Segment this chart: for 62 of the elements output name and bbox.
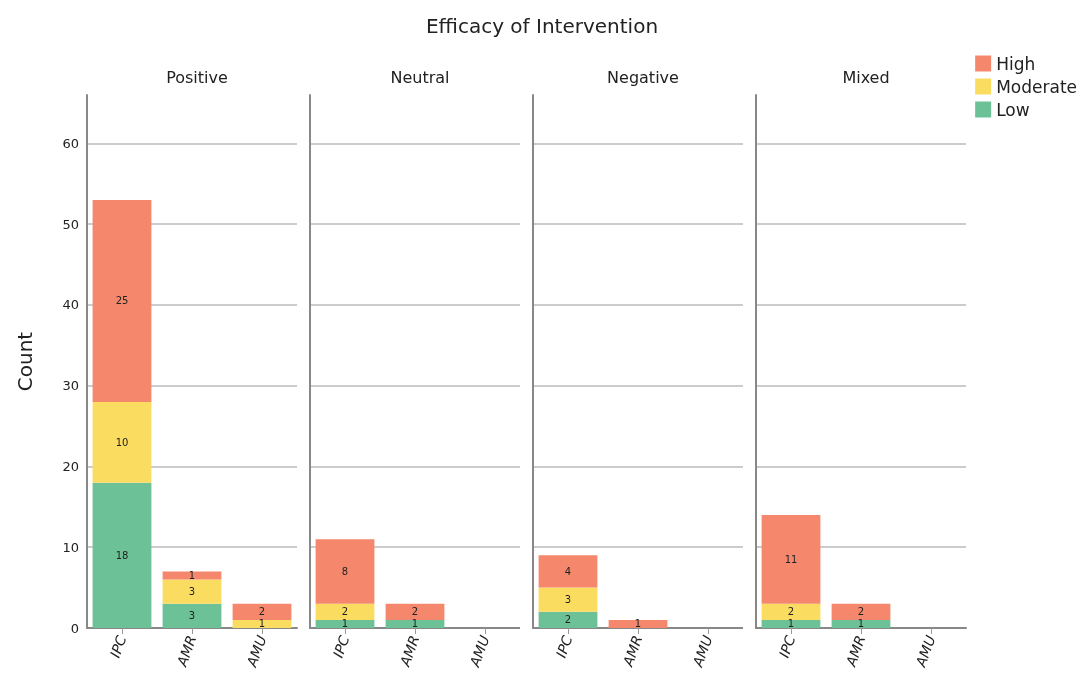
data-label: 3 — [564, 594, 572, 606]
chart-subtitle: Mixed — [842, 67, 890, 87]
y-axis-title: Count — [13, 331, 37, 392]
data-label: 1 — [787, 618, 795, 630]
x-tick-label: IPC — [329, 633, 353, 660]
data-label: 18 — [115, 549, 129, 561]
data-label: 1 — [857, 618, 865, 630]
y-tick-label: 0 — [70, 620, 79, 636]
chart-subtitle: Neutral — [390, 67, 450, 87]
legend-label: Moderate — [996, 76, 1078, 97]
data-label: 1 — [411, 618, 419, 630]
bar — [162, 579, 222, 604]
data-label: 8 — [341, 565, 349, 577]
data-label: 25 — [115, 295, 129, 307]
text: Efficacy of Intervention — [425, 14, 659, 38]
data-label: 1 — [341, 618, 349, 630]
bar — [92, 401, 152, 483]
y-tick-label: 50 — [62, 216, 79, 232]
chart-subtitle: Negative — [607, 67, 679, 87]
x-tick-label: AMU — [243, 633, 270, 670]
data-label: 1 — [258, 618, 266, 630]
x-tick-label: AMR — [173, 633, 200, 670]
bar — [92, 482, 152, 628]
data-label: 2 — [564, 614, 572, 626]
data-label: 3 — [188, 586, 196, 598]
bar — [538, 555, 598, 588]
data-label: 4 — [564, 565, 572, 577]
bar — [538, 587, 598, 612]
bar — [232, 619, 292, 628]
bar — [608, 619, 668, 628]
y-tick-label: 30 — [62, 378, 79, 394]
y-tick-label: 40 — [62, 297, 79, 313]
x-tick-label: AMR — [396, 633, 423, 670]
bar — [162, 571, 222, 580]
bar — [538, 611, 598, 628]
x-tick-label: AMU — [466, 633, 493, 670]
x-tick-label: AMU — [689, 633, 716, 670]
data-label: 2 — [258, 606, 266, 618]
data-label: 2 — [857, 606, 865, 618]
data-label: 11 — [784, 553, 798, 565]
x-tick-label: IPC — [775, 633, 799, 660]
y-tick-label: 10 — [62, 539, 79, 555]
x-tick-label: AMR — [619, 633, 646, 670]
data-label: 2 — [787, 606, 795, 618]
data-label: 3 — [188, 610, 196, 622]
x-tick-label: IPC — [552, 633, 576, 660]
x-tick-label: AMU — [912, 633, 939, 670]
legend-label: High — [996, 53, 1036, 74]
chart-subtitle: Positive — [166, 67, 228, 87]
y-tick-label: 60 — [62, 135, 79, 151]
bar — [92, 199, 152, 402]
x-tick-label: AMR — [842, 633, 869, 670]
bar — [162, 603, 222, 628]
data-label: 10 — [115, 436, 129, 448]
data-label: 2 — [341, 606, 349, 618]
legend-label: Low — [996, 99, 1030, 120]
data-label: 2 — [411, 606, 419, 618]
data-label: 1 — [188, 570, 196, 582]
data-label: 1 — [634, 618, 642, 630]
x-tick-label: IPC — [106, 633, 130, 660]
y-tick-label: 20 — [62, 458, 79, 474]
bar — [232, 603, 292, 620]
